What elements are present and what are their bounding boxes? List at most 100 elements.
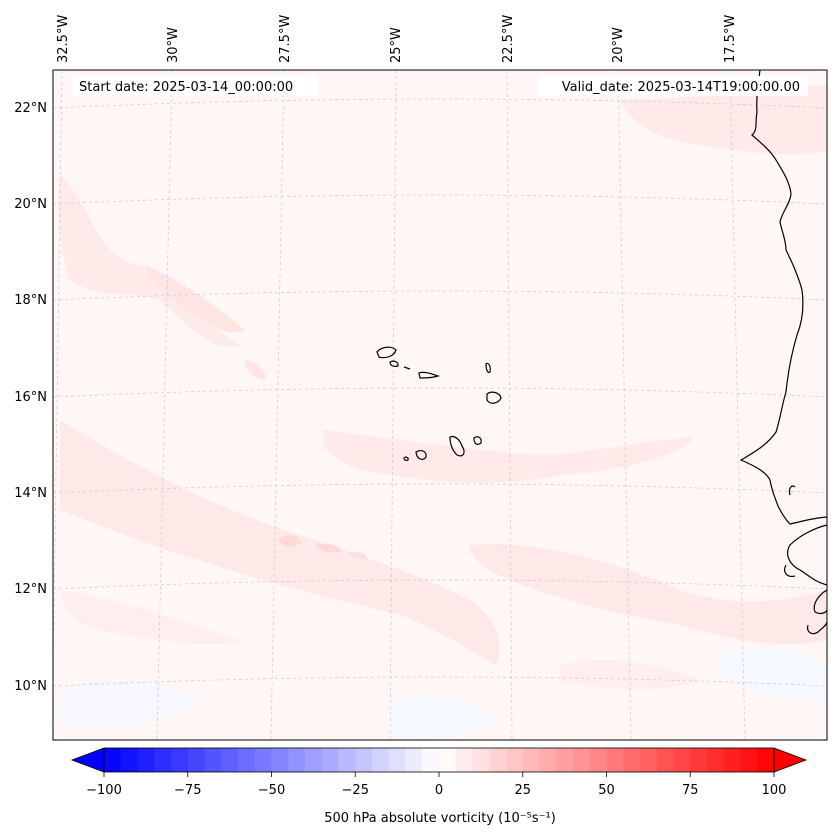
- africa-coastline: [783, 564, 796, 577]
- parallel-line: [53, 483, 827, 494]
- negative-vorticity-patch: [60, 679, 200, 727]
- lon-label: 27.5°W: [278, 15, 293, 63]
- start-date-text: Start date: 2025-03-14_00:00:00: [79, 80, 293, 95]
- colorbar-ticks: −100 −75 −50 −25 0 25 50 75 100: [86, 772, 786, 798]
- meridian-line: [53, 70, 63, 697]
- island-sao-nicolau: [418, 371, 440, 379]
- island-santa-luzia: [403, 366, 411, 370]
- colorbar-label: 500 hPa absolute vorticity (10⁻⁵s⁻¹): [324, 811, 556, 826]
- africa-coastline: [787, 524, 827, 586]
- colorbar-cell: [539, 748, 557, 772]
- negative-vorticity-patch: [390, 696, 500, 738]
- colorbar-cell: [321, 748, 339, 772]
- africa-coastline: [807, 621, 827, 635]
- parallel-line: [53, 387, 827, 398]
- colorbar-cell: [439, 748, 457, 772]
- colorbar-cell: [556, 748, 574, 772]
- island-sao-vicente: [389, 360, 399, 367]
- colorbar-cell: [405, 748, 423, 772]
- valid-date-box: [538, 76, 808, 96]
- positive-vorticity-band: [323, 430, 695, 483]
- colorbar-cell: [120, 748, 138, 772]
- colorbar-cell: [455, 748, 473, 772]
- colorbar-cell: [422, 748, 440, 772]
- positive-vorticity-band: [470, 544, 827, 645]
- positive-vorticity-blob: [348, 551, 367, 559]
- lat-label: 12°N: [14, 582, 47, 597]
- vorticity-field: [58, 85, 827, 738]
- colorbar-tick-label: −50: [258, 783, 285, 798]
- colorbar-cell: [489, 748, 507, 772]
- lon-label: 17.5°W: [723, 15, 738, 63]
- meridian-line: [270, 70, 285, 740]
- coastline: [739, 70, 827, 635]
- colorbar-cell: [305, 748, 323, 772]
- colorbar-cell: [372, 748, 390, 772]
- positive-vorticity-blob: [278, 535, 302, 547]
- lat-label: 14°N: [14, 486, 47, 501]
- colorbar-cell: [271, 748, 289, 772]
- meridian-line: [389, 70, 397, 740]
- map-frame: [52, 69, 828, 741]
- colorbar-cell: [522, 748, 540, 772]
- colorbar-cell: [221, 748, 239, 772]
- lat-label: 20°N: [14, 197, 47, 212]
- colorbar-tick-label: 75: [682, 783, 699, 798]
- colorbar: −100 −75 −50 −25 0 25 50 75 100 500 hPa absolute…: [70, 747, 808, 826]
- meridian-line: [506, 70, 513, 740]
- parallel-line: [53, 676, 827, 687]
- colorbar-cell: [388, 748, 406, 772]
- colorbar-tick-label: −75: [174, 783, 201, 798]
- positive-vorticity-blob: [316, 543, 342, 553]
- lon-label: 30°W: [166, 27, 181, 63]
- colorbar-extend-max-arrow: [773, 747, 808, 773]
- colorbar-cell: [254, 748, 272, 772]
- island-brava: [403, 456, 409, 461]
- colorbar-cell: [640, 748, 658, 772]
- longitude-labels: 32.5°W 30°W 27.5°W 25°W 22.5°W 20°W 17.5…: [56, 15, 738, 63]
- meridian-line: [729, 70, 746, 740]
- island-sal: [485, 362, 491, 374]
- colorbar-cell: [757, 748, 775, 772]
- lon-label: 32.5°W: [56, 15, 71, 63]
- colorbar-cell: [238, 748, 256, 772]
- colorbar-tick-label: 0: [435, 783, 443, 798]
- positive-vorticity-band: [60, 590, 240, 645]
- meridian-line: [156, 70, 173, 740]
- parallel-line: [53, 194, 827, 205]
- colorbar-cell: [673, 748, 691, 772]
- colorbar-cell: [573, 748, 591, 772]
- parallel-line: [53, 579, 827, 590]
- colorbar-cell: [690, 748, 708, 772]
- colorbar-cell: [656, 748, 674, 772]
- lat-label: 22°N: [14, 101, 47, 116]
- colorbar-cell: [288, 748, 306, 772]
- graticule: [53, 70, 827, 740]
- colorbar-cell: [154, 748, 172, 772]
- colorbar-cell: [171, 748, 189, 772]
- lat-label: 16°N: [14, 390, 47, 405]
- colorbar-tick-label: −25: [342, 783, 369, 798]
- meridian-line: [617, 70, 632, 740]
- colorbar-cell: [355, 748, 373, 772]
- latitude-labels: 22°N 20°N 18°N 16°N 14°N 12°N 10°N: [14, 101, 47, 694]
- parallel-line: [53, 290, 827, 301]
- island-maio: [473, 436, 482, 445]
- africa-coastline: [788, 485, 796, 496]
- lon-label: 20°W: [611, 27, 626, 63]
- colorbar-cell: [589, 748, 607, 772]
- colorbar-cell: [606, 748, 624, 772]
- lat-label: 18°N: [14, 293, 47, 308]
- africa-coastline: [813, 589, 827, 615]
- colorbar-cell: [707, 748, 725, 772]
- island-fogo: [415, 450, 427, 460]
- colorbar-extend-min-arrow: [70, 747, 105, 773]
- colorbar-cell: [338, 748, 356, 772]
- island-santo-antao: [376, 346, 397, 359]
- lon-label: 22.5°W: [501, 15, 516, 63]
- africa-coastline: [739, 70, 827, 525]
- positive-vorticity-band: [560, 660, 700, 690]
- cape-verde-islands: [376, 346, 502, 461]
- colorbar-cell: [137, 748, 155, 772]
